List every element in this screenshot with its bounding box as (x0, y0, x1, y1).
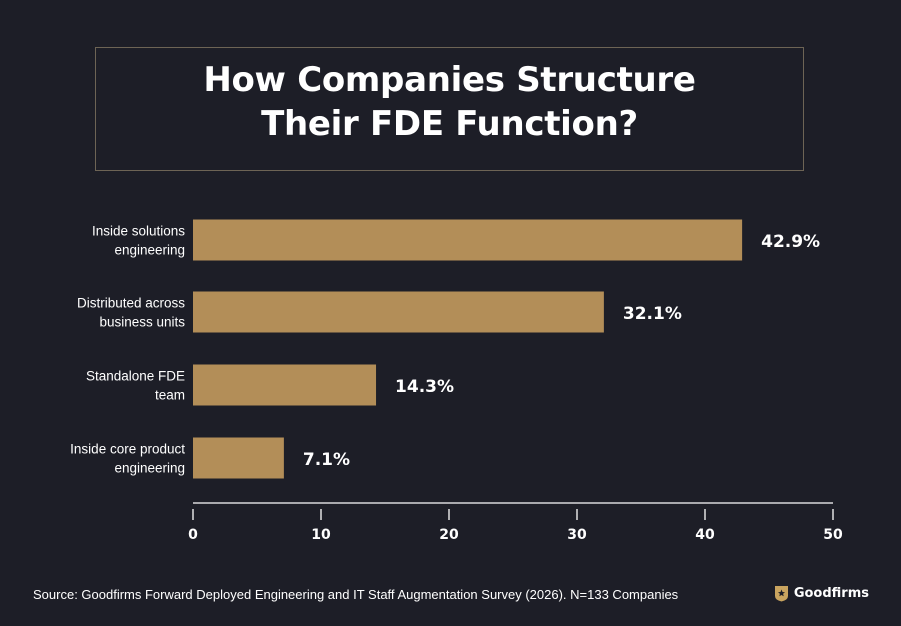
x-tick-label: 20 (439, 527, 459, 543)
bar (193, 364, 377, 406)
data-label: 32.1% (623, 304, 682, 324)
brand-name: Goodfirms (793, 586, 869, 601)
category-label: Inside solutions engineering (92, 224, 185, 258)
x-tick-label: 10 (311, 527, 331, 543)
bar (193, 291, 604, 333)
data-label: 42.9% (761, 232, 820, 252)
bar (193, 219, 743, 261)
x-tick-label: 30 (567, 527, 587, 543)
category-label: Distributed across business units (77, 296, 185, 330)
data-label: 14.3% (395, 377, 454, 397)
x-tick-label: 50 (823, 527, 843, 543)
chart-title: How Companies Structure Their FDE Functi… (203, 60, 696, 144)
source-note: Source: Goodfirms Forward Deployed Engin… (33, 587, 679, 602)
data-label: 7.1% (303, 450, 350, 470)
bar (193, 437, 284, 479)
category-label: Standalone FDE team (86, 369, 185, 403)
brand-logo: Goodfirms (774, 585, 869, 602)
x-tick-label: 0 (188, 527, 198, 543)
category-label: Inside core product engineering (70, 442, 185, 476)
title-frame: How Companies Structure Their FDE Functi… (95, 47, 804, 171)
shield-star-icon (774, 586, 788, 602)
x-tick-label: 40 (695, 527, 715, 543)
